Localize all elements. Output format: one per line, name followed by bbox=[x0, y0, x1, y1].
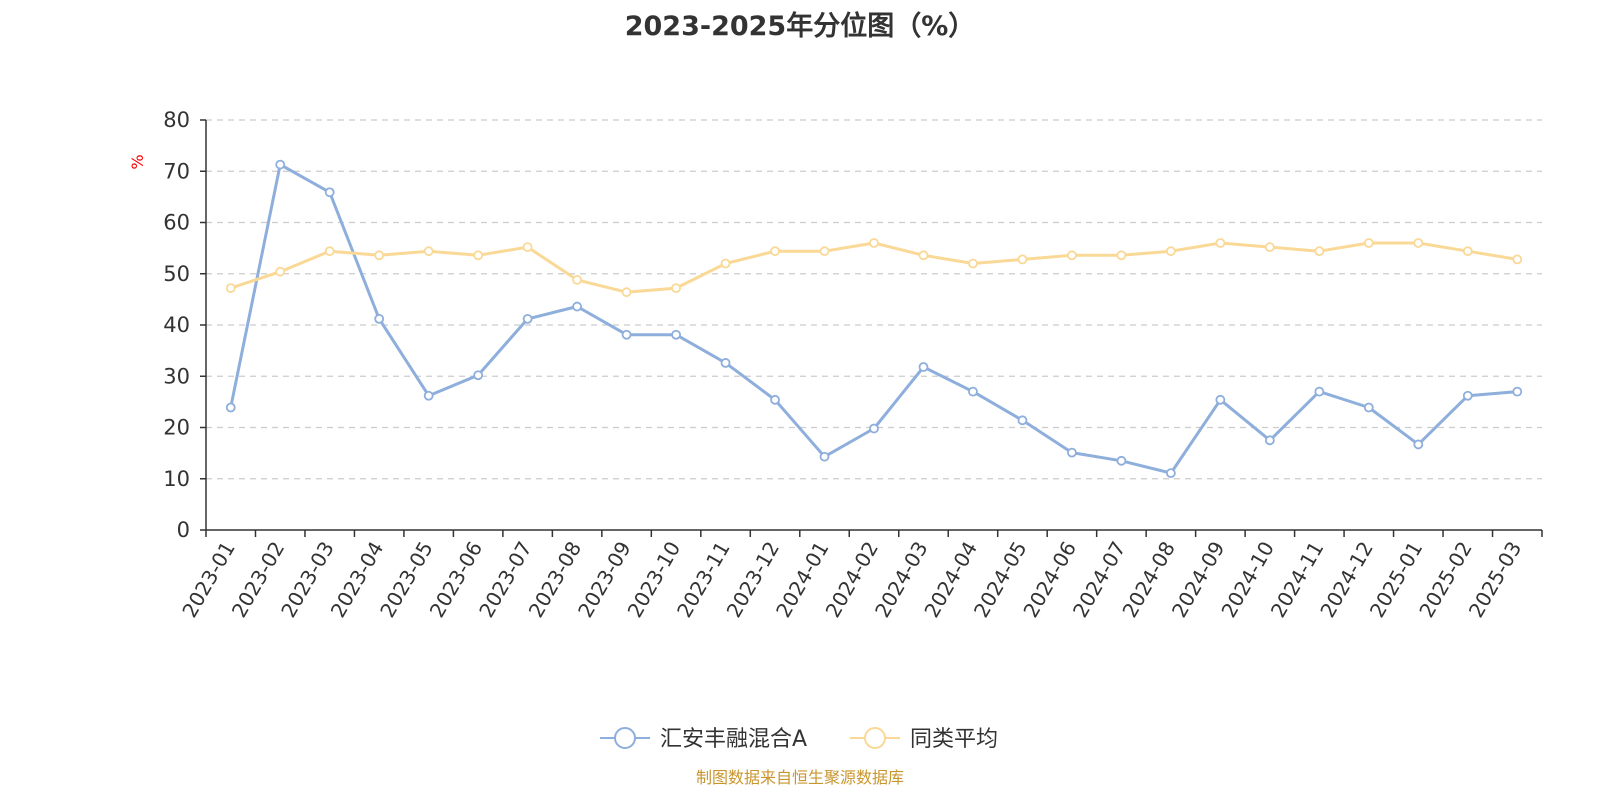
data-point bbox=[869, 423, 879, 434]
data-point bbox=[621, 329, 632, 340]
legend-circle-icon bbox=[864, 727, 886, 749]
data-point bbox=[374, 250, 385, 261]
data-point bbox=[1413, 439, 1424, 450]
data-point bbox=[671, 283, 681, 294]
y-axis-unit-label: % bbox=[128, 154, 147, 169]
legend-label: 汇安丰融混合A bbox=[660, 727, 807, 752]
data-point bbox=[1116, 250, 1127, 261]
data-point bbox=[621, 287, 632, 298]
y-tick-label: 40 bbox=[163, 313, 190, 337]
data-point bbox=[225, 283, 236, 294]
data-point bbox=[275, 159, 286, 170]
legend-label: 同类平均 bbox=[910, 727, 998, 752]
y-tick-label: 20 bbox=[163, 416, 190, 440]
series-0 bbox=[225, 159, 1523, 479]
data-point bbox=[572, 274, 583, 285]
data-point bbox=[324, 246, 335, 257]
data-point bbox=[770, 246, 780, 257]
data-point bbox=[1165, 468, 1176, 479]
data-point bbox=[374, 313, 385, 324]
data-point bbox=[225, 402, 236, 413]
data-point bbox=[1512, 386, 1523, 397]
y-tick-label: 30 bbox=[163, 364, 190, 388]
data-point bbox=[1215, 238, 1226, 248]
data-point bbox=[1165, 246, 1176, 257]
data-point bbox=[522, 242, 533, 253]
data-point bbox=[1462, 246, 1473, 257]
series-lines bbox=[225, 159, 1523, 479]
data-point bbox=[1264, 242, 1275, 253]
data-point bbox=[1413, 238, 1424, 248]
data-point bbox=[324, 187, 335, 198]
data-point bbox=[1116, 455, 1127, 466]
legend-item-0[interactable]: 汇安丰融混合A bbox=[600, 727, 807, 752]
data-point bbox=[423, 246, 434, 257]
data-point bbox=[1067, 447, 1077, 458]
data-point bbox=[1314, 246, 1325, 257]
data-point bbox=[770, 394, 780, 405]
data-point bbox=[275, 266, 286, 277]
legend-circle-icon bbox=[614, 727, 636, 749]
data-point bbox=[1462, 390, 1473, 401]
legend[interactable]: 汇安丰融混合A 同类平均 bbox=[600, 727, 998, 752]
data-point bbox=[1363, 402, 1374, 413]
data-point bbox=[572, 301, 583, 312]
y-tick-label: 10 bbox=[163, 467, 190, 491]
data-point bbox=[1067, 250, 1077, 261]
y-tick-label: 80 bbox=[163, 108, 190, 132]
data-point bbox=[522, 313, 533, 324]
data-point bbox=[819, 246, 830, 257]
series-1 bbox=[225, 238, 1523, 298]
data-point bbox=[1215, 394, 1226, 405]
y-tick-label: 70 bbox=[163, 159, 190, 183]
data-point bbox=[423, 390, 434, 401]
data-point bbox=[918, 362, 929, 372]
data-point bbox=[968, 258, 978, 269]
data-point bbox=[1512, 254, 1523, 265]
data-point bbox=[1264, 435, 1275, 446]
data-point bbox=[1017, 415, 1028, 426]
grid-lines bbox=[206, 119, 1542, 480]
data-point bbox=[473, 370, 484, 381]
y-tick-label: 60 bbox=[163, 211, 190, 235]
series-line bbox=[230, 241, 1518, 294]
data-point bbox=[671, 329, 681, 340]
data-point bbox=[819, 451, 830, 462]
data-point bbox=[473, 250, 484, 261]
data-point bbox=[1314, 386, 1325, 397]
data-point bbox=[1363, 238, 1374, 248]
data-point bbox=[1017, 254, 1028, 265]
axes: 01020304050607080%2023-012023-022023-032… bbox=[128, 108, 1543, 622]
data-point bbox=[869, 238, 879, 248]
data-point bbox=[918, 250, 929, 261]
data-point bbox=[968, 386, 978, 397]
y-tick-label: 0 bbox=[177, 518, 190, 542]
source-note: 制图数据来自恒生聚源数据库 bbox=[695, 768, 904, 787]
y-tick-label: 50 bbox=[163, 262, 190, 286]
chart-title: 2023-2025年分位图（%） bbox=[624, 11, 976, 42]
legend-item-1[interactable]: 同类平均 bbox=[850, 727, 998, 752]
data-point bbox=[720, 358, 731, 368]
data-point bbox=[720, 258, 731, 269]
